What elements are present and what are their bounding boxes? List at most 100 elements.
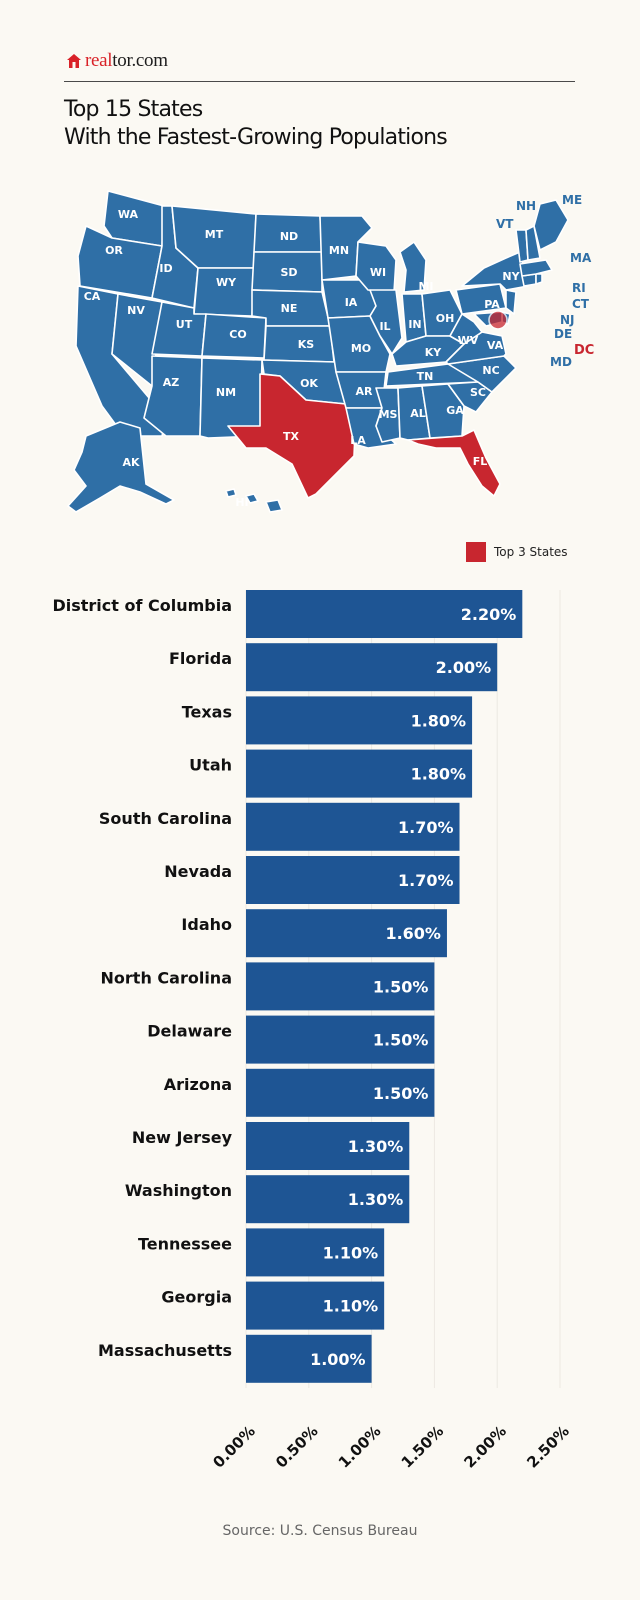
map-label-nv: NV <box>127 304 145 317</box>
map-callout-nh: NH <box>516 199 536 213</box>
map-label-co: CO <box>229 328 246 341</box>
category-label-11: Washington <box>125 1181 232 1200</box>
map-label-ny: NY <box>502 270 520 283</box>
category-label-0: District of Columbia <box>52 596 232 615</box>
map-callout-md: MD <box>550 355 572 369</box>
state-wv <box>449 313 483 345</box>
map-label-tx: TX <box>283 430 300 443</box>
brand-name-suffix: tor.com <box>112 50 168 71</box>
bar-9 <box>246 1068 435 1117</box>
state-tx <box>227 373 357 499</box>
map-label-ne: NE <box>281 302 298 315</box>
state-me <box>533 199 569 251</box>
category-label-6: Idaho <box>181 915 232 934</box>
us-map: WA OR CA NV ID MT WY UT AZ CO NM ND SD NE KS OK TX MN IA MO… <box>67 190 594 513</box>
map-label-ok: OK <box>300 377 318 390</box>
map-callout-de: DE <box>554 327 572 341</box>
house-icon <box>67 54 81 68</box>
bar-13 <box>246 1281 385 1330</box>
bar-7 <box>246 962 435 1011</box>
category-label-13: Georgia <box>161 1288 232 1307</box>
value-label-6: 1.60% <box>385 924 441 943</box>
state-az <box>143 355 203 437</box>
category-label-12: Tennessee <box>138 1234 232 1253</box>
map-callout-ct: CT <box>572 297 590 311</box>
map-label-va: VA <box>487 339 504 352</box>
state-ri <box>535 273 543 285</box>
category-label-9: Arizona <box>164 1075 232 1094</box>
map-callout-dc: DC <box>574 343 594 358</box>
state-nj <box>505 289 517 315</box>
value-label-4: 1.70% <box>398 818 454 837</box>
map-label-id: ID <box>159 262 172 275</box>
map-label-sd: SD <box>280 266 297 279</box>
map-label-in: IN <box>408 318 421 331</box>
state-fl <box>407 429 501 497</box>
map-callout-ri: RI <box>572 281 586 295</box>
map-label-nm: NM <box>216 386 236 399</box>
bar-10 <box>246 1122 410 1170</box>
x-tick-label-2: 1.00% <box>335 1422 385 1472</box>
value-label-5: 1.70% <box>398 871 454 890</box>
x-tick-label-4: 2.00% <box>460 1422 510 1472</box>
value-label-3: 1.80% <box>411 765 467 784</box>
map-label-ks: KS <box>298 338 315 351</box>
map-label-nc: NC <box>482 364 499 377</box>
state-ak <box>67 421 175 513</box>
map-label-ga: GA <box>446 404 464 417</box>
state-sc <box>447 381 493 413</box>
map-callout-vt: VT <box>496 217 514 231</box>
map-label-wa: WA <box>118 208 139 221</box>
brand-name-prefix: real <box>85 50 113 71</box>
map-label-mo: MO <box>351 342 371 355</box>
map-label-al: AL <box>410 407 426 420</box>
legend-label: Top 3 States <box>494 545 568 559</box>
map-label-ak: AK <box>122 456 140 469</box>
value-label-1: 2.00% <box>436 658 492 677</box>
category-label-3: Utah <box>189 756 232 775</box>
bar-8 <box>246 1015 435 1064</box>
bar-5 <box>246 856 460 904</box>
value-label-7: 1.50% <box>373 977 429 996</box>
source-note: Source: U.S. Census Bureau <box>222 1523 418 1539</box>
map-label-il: IL <box>379 320 390 333</box>
value-label-8: 1.50% <box>373 1031 429 1050</box>
map-callout-me: ME <box>562 193 582 207</box>
map-legend: Top 3 States <box>466 542 568 562</box>
map-label-wy: WY <box>216 276 237 289</box>
map-label-ia: IA <box>345 296 358 309</box>
bar-14 <box>246 1334 372 1383</box>
map-label-tn: TN <box>417 370 434 383</box>
map-label-az: AZ <box>163 376 180 389</box>
map-label-ms: MS <box>379 408 398 421</box>
bar-11 <box>246 1175 410 1224</box>
map-label-or: OR <box>105 244 123 257</box>
state-hi <box>225 488 283 513</box>
value-label-11: 1.30% <box>348 1190 404 1209</box>
map-label-ar: AR <box>356 385 374 398</box>
map-label-oh: OH <box>436 312 455 325</box>
bar-4 <box>246 802 460 851</box>
bar-3 <box>246 749 473 798</box>
bar-6 <box>246 909 447 958</box>
map-label-pa: PA <box>484 298 500 311</box>
map-label-ky: KY <box>425 346 443 359</box>
state-il <box>369 289 403 355</box>
title-line-1: Top 15 States <box>64 97 203 122</box>
bar-1 <box>246 643 498 692</box>
value-label-10: 1.30% <box>348 1137 404 1156</box>
category-label-1: Florida <box>169 649 232 668</box>
category-label-5: Nevada <box>164 862 232 881</box>
x-tick-label-3: 1.50% <box>398 1422 448 1472</box>
bar-2 <box>246 696 473 745</box>
category-label-14: Massachusetts <box>98 1341 232 1360</box>
category-label-7: North Carolina <box>101 968 232 987</box>
category-label-2: Texas <box>182 702 232 721</box>
state-ga <box>421 383 465 439</box>
x-tick-label-5: 2.50% <box>523 1422 573 1472</box>
x-tick-label-0: 0.00% <box>209 1422 259 1472</box>
brand-name: realtor.com <box>85 50 168 72</box>
bar-0 <box>246 590 523 638</box>
bar-12 <box>246 1228 385 1277</box>
state-ma <box>519 259 553 277</box>
